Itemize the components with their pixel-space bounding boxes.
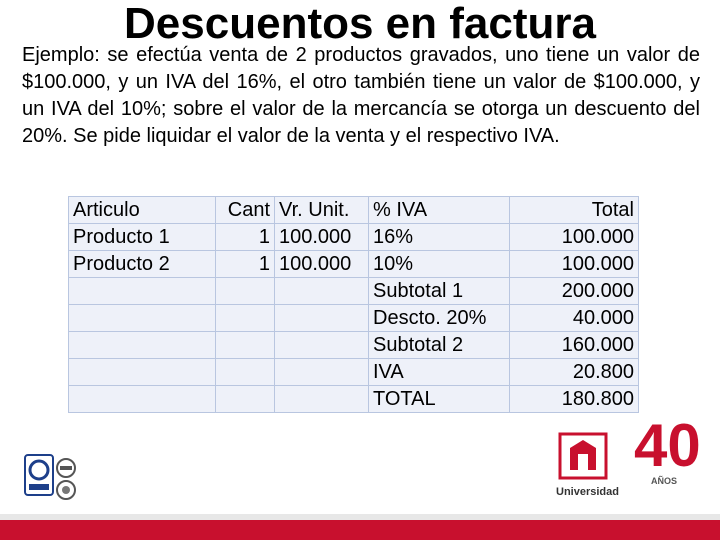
cell-iva: 10% bbox=[368, 250, 510, 278]
cell-total: Total bbox=[509, 196, 639, 224]
cell-cant: 1 bbox=[215, 250, 275, 278]
university-name: Universidad bbox=[556, 486, 619, 498]
cell-articulo: Producto 1 bbox=[68, 223, 216, 251]
cell-articulo: Producto 2 bbox=[68, 250, 216, 278]
cell-iva: Subtotal 1 bbox=[368, 277, 510, 305]
cell-total: 20.800 bbox=[509, 358, 639, 386]
cell-total: 100.000 bbox=[509, 223, 639, 251]
anniversary-label: AÑOS bbox=[651, 476, 678, 486]
table-header-row: Articulo Cant Vr. Unit.% IVA Total bbox=[68, 196, 639, 224]
cell-cant bbox=[215, 304, 275, 332]
anniversary-number: 40 bbox=[634, 412, 701, 479]
cell-cant bbox=[215, 277, 275, 305]
cell-vr-unit bbox=[274, 331, 369, 359]
invoice-table: Articulo Cant Vr. Unit.% IVA Total Producto … bbox=[68, 196, 639, 413]
cell-vr-unit bbox=[274, 385, 369, 413]
cell-total: 180.800 bbox=[509, 385, 639, 413]
cell-total: 40.000 bbox=[509, 304, 639, 332]
cell-total: 100.000 bbox=[509, 250, 639, 278]
table-row: Subtotal 2 160.000 bbox=[68, 331, 639, 359]
university-crest-icon bbox=[558, 432, 608, 480]
example-paragraph: Ejemplo: se efectúa venta de 2 productos… bbox=[22, 44, 700, 147]
cell-articulo bbox=[68, 304, 216, 332]
footer-bar bbox=[0, 520, 720, 540]
cell-iva: IVA bbox=[368, 358, 510, 386]
cell-vr-unit bbox=[274, 358, 369, 386]
cell-cant bbox=[215, 331, 275, 359]
cell-vr-unit bbox=[274, 277, 369, 305]
cell-articulo bbox=[68, 331, 216, 359]
cell-articulo bbox=[68, 277, 216, 305]
cell-vr-unit bbox=[274, 304, 369, 332]
table-row: TOTAL 180.800 bbox=[68, 385, 639, 413]
table-row: Subtotal 1 200.000 bbox=[68, 277, 639, 305]
cell-articulo bbox=[68, 358, 216, 386]
cell-cant: Cant bbox=[215, 196, 275, 224]
footer-logos: Universidad 40 AÑOS bbox=[0, 414, 720, 516]
cell-iva: % IVA bbox=[368, 196, 510, 224]
table-row: Producto 1 1 100.000 16% 100.000 bbox=[68, 223, 639, 251]
table-row: IVA 20.800 bbox=[68, 358, 639, 386]
cell-vr-unit: Vr. Unit. bbox=[274, 196, 369, 224]
cell-iva: TOTAL bbox=[368, 385, 510, 413]
footer-divider bbox=[0, 514, 720, 520]
cell-iva: 16% bbox=[368, 223, 510, 251]
cell-total: 200.000 bbox=[509, 277, 639, 305]
table-row: Descto. 20% 40.000 bbox=[68, 304, 639, 332]
cell-iva: Subtotal 2 bbox=[368, 331, 510, 359]
slide-title: Descuentos en factura bbox=[124, 0, 596, 48]
cell-vr-unit: 100.000 bbox=[274, 223, 369, 251]
cell-articulo: Articulo bbox=[68, 196, 216, 224]
iso-seal-icon bbox=[56, 458, 76, 478]
cell-cant: 1 bbox=[215, 223, 275, 251]
certification-seal-icon bbox=[24, 454, 54, 496]
cell-articulo bbox=[68, 385, 216, 413]
cell-total: 160.000 bbox=[509, 331, 639, 359]
quality-seal-icon bbox=[56, 480, 76, 500]
cell-cant bbox=[215, 358, 275, 386]
cell-cant bbox=[215, 385, 275, 413]
cell-iva: Descto. 20% bbox=[368, 304, 510, 332]
cell-vr-unit: 100.000 bbox=[274, 250, 369, 278]
table-row: Producto 2 1 100.000 10% 100.000 bbox=[68, 250, 639, 278]
